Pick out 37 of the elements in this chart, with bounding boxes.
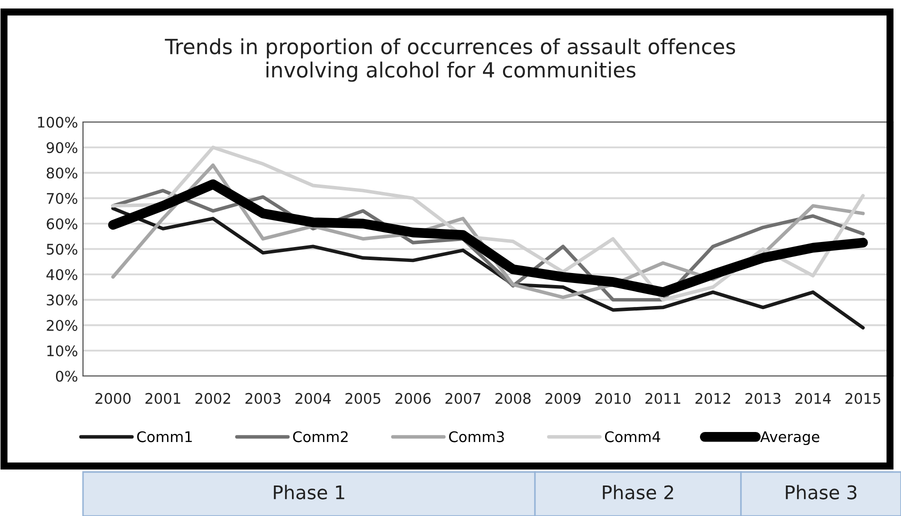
x-tick-label: 2006 bbox=[396, 392, 431, 404]
legend-label: Comm2 bbox=[293, 431, 348, 442]
x-tick-label: 2011 bbox=[646, 392, 680, 404]
line-series bbox=[111, 206, 865, 330]
x-tick-label: 2000 bbox=[96, 392, 131, 404]
x-tick-label: 2013 bbox=[746, 392, 780, 404]
x-tick-label: 2008 bbox=[496, 392, 531, 404]
x-tick-label: 2012 bbox=[696, 392, 730, 404]
x-tick-label: 2015 bbox=[846, 392, 880, 404]
y-tick-label: 30% bbox=[46, 294, 78, 306]
text: Phase 3 bbox=[786, 484, 856, 500]
y-tick-label: 60% bbox=[46, 218, 78, 230]
x-tick-label: 2014 bbox=[796, 392, 831, 404]
x-tick-label: 2005 bbox=[346, 392, 380, 404]
y-tick-label: 10% bbox=[47, 345, 78, 356]
text: Phase 2 bbox=[602, 484, 674, 500]
x-tick-label: 2004 bbox=[296, 392, 331, 404]
y-tick-label: 80% bbox=[46, 168, 78, 179]
x-tick-label: 2007 bbox=[446, 392, 480, 404]
y-tick-label: 70% bbox=[46, 192, 78, 204]
x-tick-label: 2003 bbox=[246, 392, 280, 404]
x-tick-label: 2010 bbox=[596, 392, 631, 404]
y-tick-label: 100% bbox=[38, 116, 78, 128]
y-tick-label: 40% bbox=[46, 269, 78, 280]
legend-label: Comm3 bbox=[449, 431, 504, 442]
x-tick-label: 2001 bbox=[146, 392, 180, 404]
legend-label: Comm4 bbox=[605, 431, 660, 442]
x-tick-label: 2009 bbox=[546, 392, 581, 404]
legend-label: Comm1 bbox=[137, 431, 192, 442]
y-tick-label: 50% bbox=[46, 244, 78, 255]
y-tick-label: 90% bbox=[46, 142, 78, 154]
x-tick-label: 2002 bbox=[196, 392, 230, 404]
y-tick-label: 0% bbox=[56, 370, 78, 382]
chart-title: Trends in proportion of occurrences of assault offences involving alcohol for 4 communities bbox=[164, 38, 736, 82]
text: Phase 1 bbox=[274, 484, 344, 500]
legend-label: Average bbox=[760, 431, 820, 446]
y-tick-label: 20% bbox=[46, 320, 78, 331]
